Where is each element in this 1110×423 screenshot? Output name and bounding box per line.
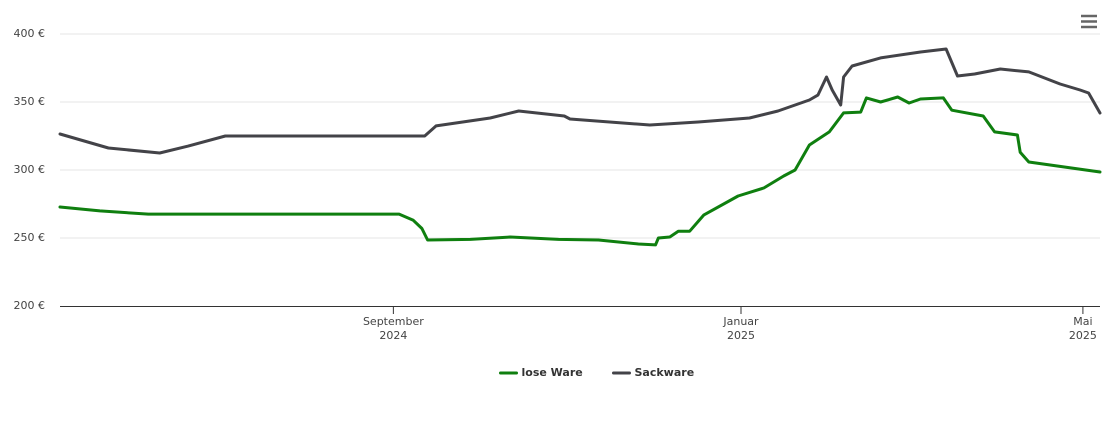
menu-button[interactable] (1078, 12, 1100, 32)
y-tick-label: 400 € (14, 27, 46, 40)
legend-item[interactable]: Sackware (612, 366, 695, 379)
line-series (58, 47, 1102, 155)
y-tick-label: 300 € (14, 163, 46, 176)
legend: lose Ware Sackware (499, 366, 695, 379)
legend-label: lose Ware (522, 366, 583, 379)
legend-label: Sackware (635, 366, 695, 379)
x-tick-label: September 2024 (363, 315, 424, 342)
y-tick-label: 200 € (14, 299, 46, 312)
legend-item[interactable]: lose Ware (499, 366, 583, 379)
x-tick-label: Januar 2025 (722, 315, 759, 342)
y-tick-label: 250 € (14, 231, 46, 244)
y-tick-label: 350 € (14, 95, 46, 108)
line-series (58, 95, 1102, 247)
x-tick-label: Mai 2025 (1069, 315, 1097, 342)
